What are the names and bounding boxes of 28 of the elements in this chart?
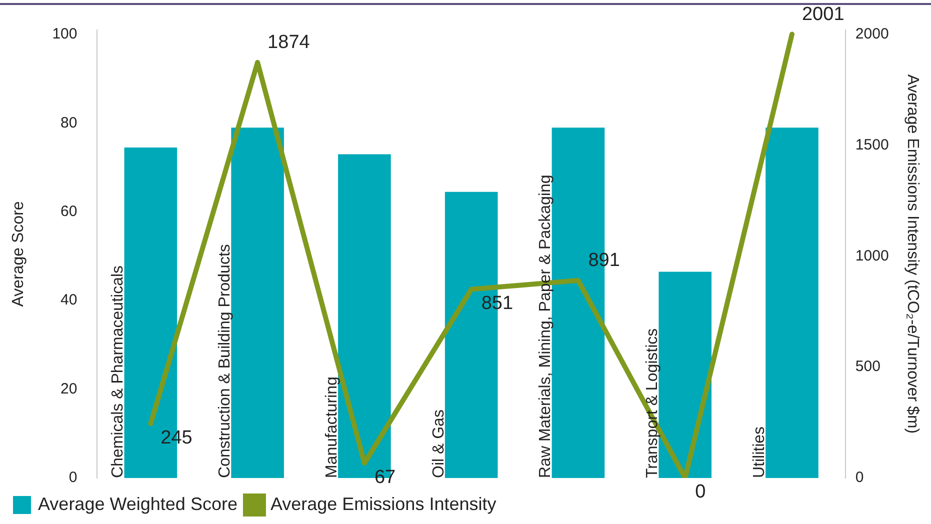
bar: [658, 272, 712, 478]
y-tick-label: 60: [60, 203, 78, 220]
legend-label: Average Weighted Score: [38, 494, 238, 514]
y-tick-label: 40: [60, 292, 78, 309]
x-tick-label: Chemicals & Pharmaceuticals: [110, 265, 127, 478]
bar: [231, 128, 284, 478]
legend-label: Average Emissions Intensity: [270, 494, 496, 514]
y2-tick-label: 0: [855, 469, 864, 486]
y2-tick-label: 2000: [855, 26, 889, 43]
x-tick-label: Oil & Gas: [430, 410, 448, 478]
y-tick-label: 0: [68, 469, 78, 486]
x-tick-label: Transport & Logistics: [644, 328, 662, 478]
y-tick-label: 80: [60, 114, 78, 132]
x-tick-label: Manufacturing: [323, 376, 340, 478]
y-tick-label: 20: [60, 380, 78, 398]
y2-tick-label: 1500: [855, 136, 889, 154]
x-tick-label: Construction & Building Products: [216, 244, 234, 478]
data-label: 1874: [268, 32, 310, 54]
y-axis-title: Average Score: [10, 201, 28, 307]
bar: [766, 128, 818, 478]
y2-tick-label: 500: [855, 358, 880, 376]
x-tick-label: Utilities: [750, 426, 768, 478]
data-label: 2001: [802, 4, 844, 25]
y2-tick-label: 1000: [855, 247, 889, 264]
y-tick-label: 100: [52, 26, 78, 43]
data-label: 0: [695, 482, 706, 503]
x-tick-label: Raw Materials, Mining, Paper & Packaging: [537, 174, 554, 478]
y2-axis-title: Average Emissions Intensity (tCO₂-e/Turnover $m): [904, 74, 921, 434]
